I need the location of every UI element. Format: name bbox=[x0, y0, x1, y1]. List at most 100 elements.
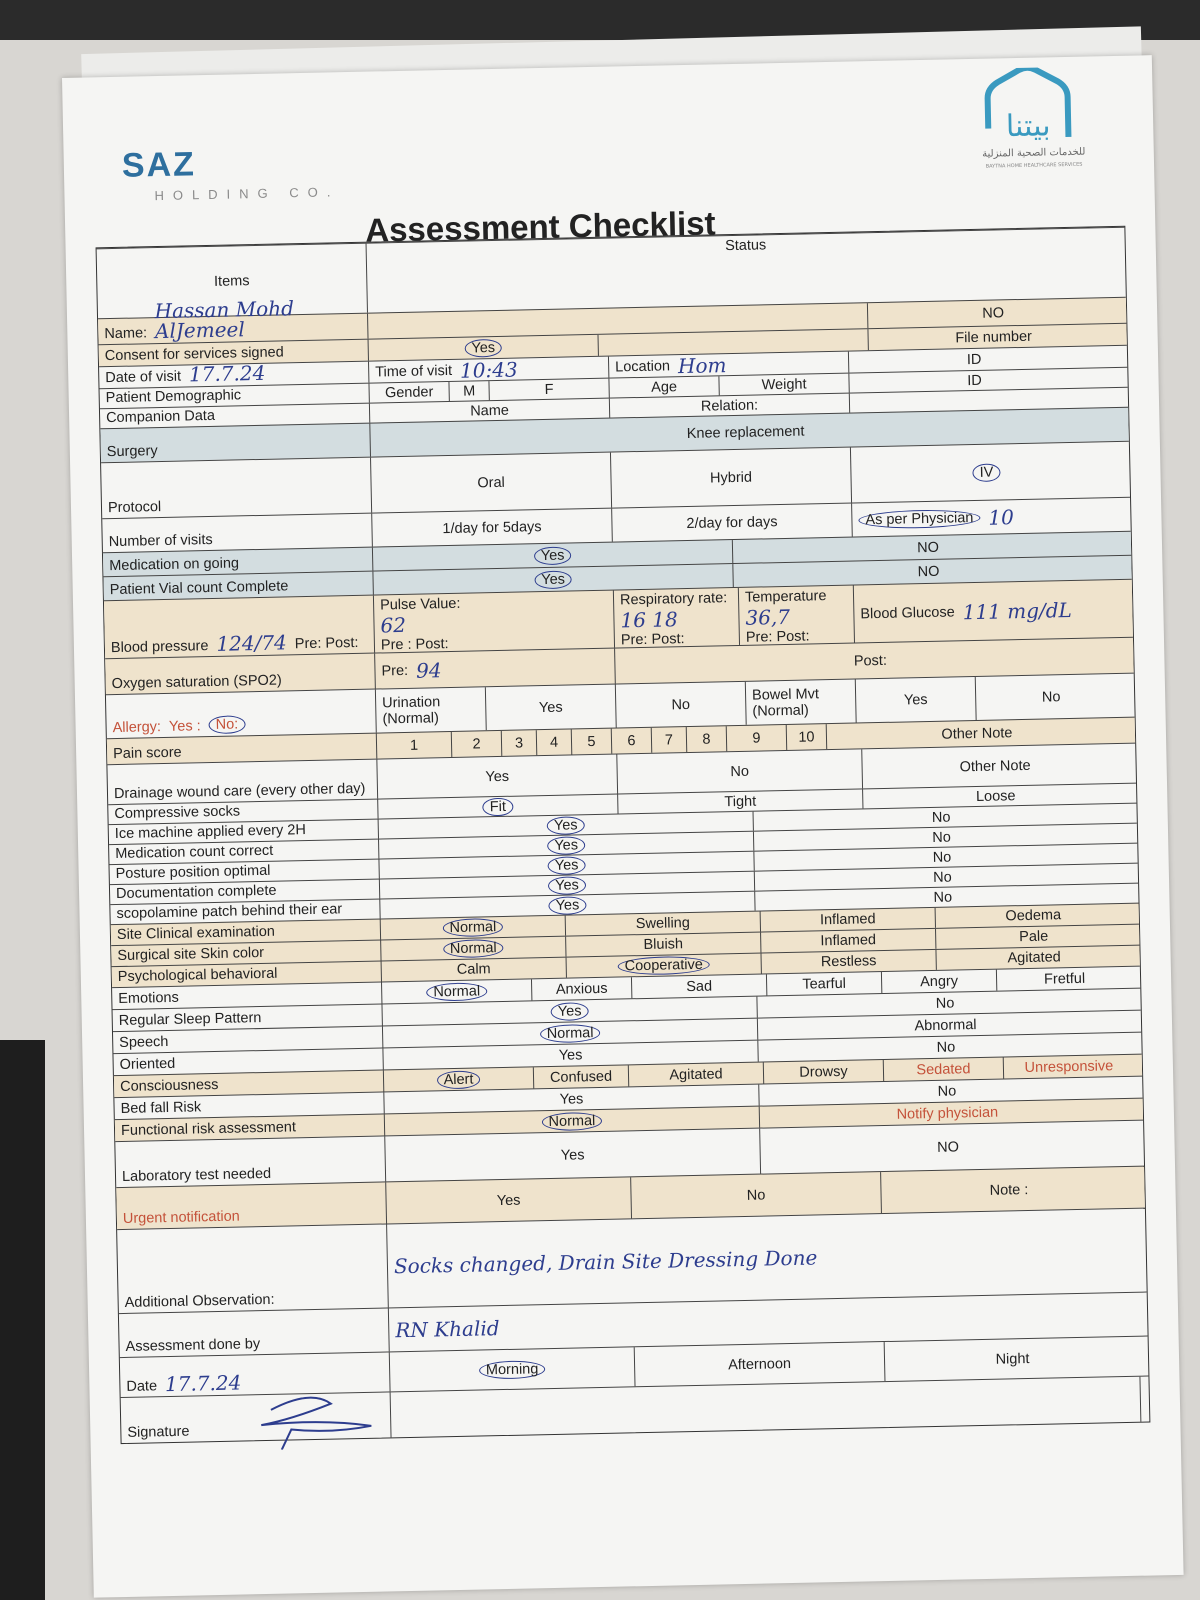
option-label: Inflamed bbox=[819, 911, 876, 929]
option-label: Fretful bbox=[1043, 970, 1086, 988]
svg-text:BAYTNA HOME HEALTHCARE SERVICE: BAYTNA HOME HEALTHCARE SERVICES bbox=[986, 162, 1083, 170]
status-option[interactable]: Sad bbox=[631, 974, 768, 999]
status-option[interactable]: Age bbox=[609, 376, 720, 398]
status-option[interactable]: 6 bbox=[611, 727, 653, 754]
row-label-text: Companion Data bbox=[105, 407, 216, 427]
status-option[interactable]: Yes bbox=[485, 684, 617, 731]
status-option[interactable]: 4 bbox=[536, 729, 573, 756]
option-label: Calm bbox=[456, 961, 491, 978]
option-label: 10 bbox=[798, 728, 815, 746]
option-label: 5 bbox=[587, 733, 596, 750]
row-label-text: Number of visits bbox=[108, 531, 213, 551]
row-label: Assessment done by bbox=[118, 1308, 390, 1358]
status-option[interactable]: Night bbox=[885, 1337, 1141, 1381]
status-option[interactable]: 7 bbox=[651, 727, 688, 753]
selected-option: Yes bbox=[548, 875, 587, 895]
option-label: Yes bbox=[558, 1046, 583, 1064]
status-option[interactable]: Yes bbox=[377, 754, 619, 799]
status-option[interactable]: Urination (Normal) bbox=[375, 687, 487, 733]
status-option[interactable]: Pulse Value: 62 Pre : Post: bbox=[373, 590, 616, 653]
status-option[interactable]: Agitated bbox=[628, 1062, 765, 1087]
signature-scribble bbox=[261, 1396, 372, 1451]
status-option[interactable]: M bbox=[449, 381, 490, 401]
option-label: Drowsy bbox=[799, 1063, 848, 1081]
status-option[interactable]: 3 bbox=[501, 730, 538, 756]
row-label: Oxygen saturation (SPO2) bbox=[105, 653, 376, 695]
circled-answer[interactable]: No: bbox=[208, 715, 246, 735]
status-option[interactable]: Respiratory rate: 16 18 Pre: Post: bbox=[613, 587, 741, 648]
status-option[interactable]: NO bbox=[760, 1121, 1136, 1174]
status-option[interactable]: Hybrid bbox=[610, 447, 853, 508]
row-label-text: Pain score bbox=[113, 744, 182, 763]
status-option[interactable]: Bowel Mvt (Normal) bbox=[745, 679, 857, 725]
selected-option: Alert bbox=[436, 1069, 481, 1089]
status-option[interactable]: Sedated bbox=[883, 1057, 1005, 1082]
status-option[interactable]: Yes bbox=[855, 676, 977, 723]
status-option[interactable]: Other Note bbox=[862, 744, 1128, 789]
status-option[interactable]: 2 bbox=[451, 730, 503, 757]
status-option[interactable]: IV bbox=[851, 442, 1122, 503]
status-option[interactable]: 2/day for days bbox=[612, 503, 853, 542]
option-label: Oedema bbox=[1005, 907, 1062, 925]
status-option[interactable]: Note : bbox=[881, 1167, 1137, 1213]
option-label: 2 bbox=[472, 735, 481, 753]
row-label-text: Allergy: bbox=[112, 719, 162, 737]
option-label: Afternoon bbox=[727, 1355, 792, 1373]
option-label: Pale bbox=[1019, 928, 1049, 946]
option-label: Note : bbox=[989, 1181, 1029, 1199]
status-option[interactable]: Drowsy bbox=[763, 1060, 885, 1084]
status-option[interactable]: Yes bbox=[386, 1177, 633, 1224]
status-option[interactable]: Morning bbox=[389, 1347, 636, 1392]
status-option[interactable]: 5 bbox=[571, 728, 613, 755]
row-label: Allergy: Yes : No: bbox=[105, 689, 377, 739]
row-label-text: Signature bbox=[127, 1423, 190, 1441]
status-option[interactable]: 10 bbox=[786, 724, 828, 750]
status-option[interactable]: Oral bbox=[371, 452, 613, 513]
option-label: Post: bbox=[853, 652, 888, 670]
selected-option: Normal bbox=[426, 981, 488, 1002]
row-label-text: Consciousness bbox=[119, 1076, 219, 1096]
row-label-text: scopolamine patch behind their ear bbox=[116, 901, 343, 923]
status-option[interactable]: Unresponsive bbox=[1004, 1055, 1134, 1079]
row-label-text: Psychological behavioral bbox=[117, 965, 278, 986]
status-option[interactable]: Yes bbox=[385, 1128, 762, 1182]
handwritten-entry: 36,7 bbox=[745, 604, 791, 630]
status-option[interactable]: 8 bbox=[686, 726, 728, 753]
status-option[interactable]: Confused bbox=[533, 1065, 630, 1089]
status-option[interactable]: No bbox=[615, 681, 747, 728]
option-label: Loose bbox=[975, 787, 1016, 805]
handwritten-observation: Socks changed, Drain Site Dressing Done bbox=[393, 1244, 818, 1278]
status-option[interactable]: Angry bbox=[881, 969, 998, 994]
selected-option: Yes bbox=[546, 815, 585, 835]
status-option[interactable]: Afternoon bbox=[634, 1342, 886, 1387]
status-option[interactable]: 1 bbox=[376, 731, 453, 759]
assessment-form-paper: SAZ HOLDING CO. بيتنا للخدمات الصحية الم… bbox=[62, 55, 1184, 1598]
status-option[interactable]: No bbox=[617, 749, 864, 794]
svg-text:للخدمات الصحية المنزلية: للخدمات الصحية المنزلية bbox=[982, 147, 1085, 160]
option-label: Sedated bbox=[916, 1060, 971, 1078]
status-option[interactable]: No bbox=[631, 1172, 882, 1219]
row-label: Protocol bbox=[101, 457, 373, 519]
status-option[interactable]: Blood Glucose 111 mg/dL bbox=[854, 580, 1125, 643]
status-option[interactable]: Temperature 36,7 Pre: Post: bbox=[738, 585, 855, 646]
option-label: Angry bbox=[919, 972, 959, 990]
option-label: Unresponsive bbox=[1024, 1057, 1114, 1076]
row-label-text: Regular Sleep Pattern bbox=[118, 1010, 262, 1030]
option-label: 7 bbox=[664, 731, 674, 749]
status-option[interactable]: Fretful bbox=[997, 967, 1132, 991]
status-option[interactable]: Tearful bbox=[766, 972, 883, 996]
option-label: Sad bbox=[686, 978, 713, 995]
status-option[interactable]: Anxious bbox=[531, 977, 633, 1001]
option-label: Inflamed bbox=[820, 932, 877, 950]
status-option[interactable]: Gender bbox=[369, 381, 450, 403]
status-option[interactable]: 9 bbox=[726, 724, 788, 752]
status-option[interactable]: Pre: 94 bbox=[375, 648, 616, 689]
option-label: Oral bbox=[477, 474, 505, 491]
selected-option: Yes bbox=[548, 895, 587, 915]
option-label: Bluish bbox=[643, 936, 684, 954]
saz-logo-subtitle: HOLDING CO. bbox=[154, 184, 340, 204]
status-option[interactable]: F bbox=[489, 378, 610, 401]
observation-field[interactable]: Socks changed, Drain Site Dressing Done bbox=[387, 1209, 1147, 1308]
status-option[interactable]: 1/day for 5days bbox=[372, 508, 613, 547]
status-option[interactable]: No bbox=[976, 674, 1127, 720]
